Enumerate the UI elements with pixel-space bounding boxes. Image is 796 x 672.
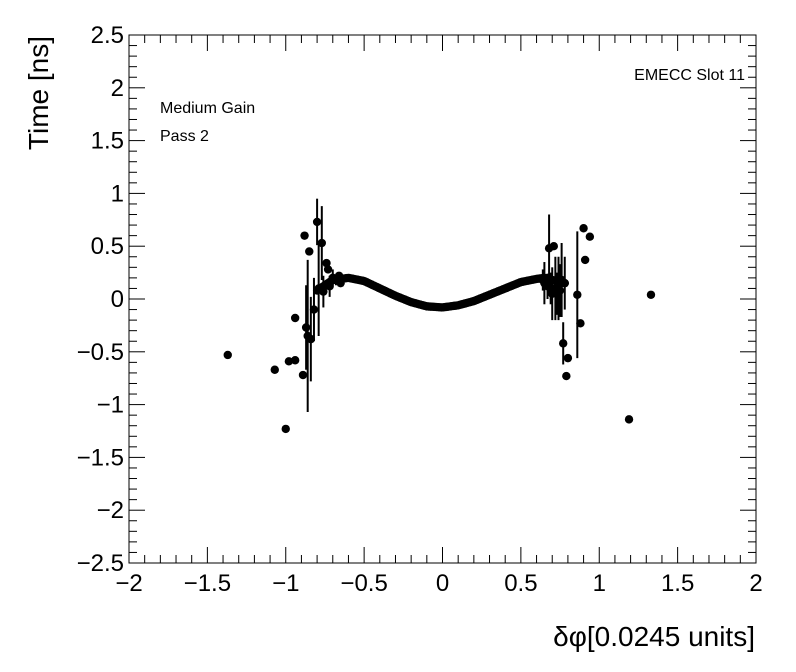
y-tick-label: 0.5 xyxy=(91,233,124,260)
x-tick-label: −2 xyxy=(115,570,142,597)
data-point xyxy=(576,319,585,328)
data-point xyxy=(298,370,308,380)
data-point xyxy=(223,350,232,360)
y-tick-label: −0.5 xyxy=(77,339,124,366)
data-point xyxy=(281,424,290,434)
x-tick-label: −0.5 xyxy=(340,570,387,597)
y-tick-label: −2 xyxy=(97,497,124,524)
data-point xyxy=(306,334,316,344)
x-tick-label: 2 xyxy=(749,570,762,597)
y-tick-label: −2.5 xyxy=(77,550,124,577)
data-point xyxy=(290,313,300,323)
data-point xyxy=(305,247,314,256)
data-point xyxy=(555,286,565,295)
data-point xyxy=(579,224,588,233)
data-point xyxy=(549,242,558,251)
y-tick-label: 1 xyxy=(111,180,124,207)
legend-slot-label: EMECC Slot 11 xyxy=(634,67,745,84)
data-point xyxy=(284,357,294,366)
data-point xyxy=(585,232,595,241)
axis-ticks xyxy=(128,34,757,564)
data-points xyxy=(223,198,656,434)
data-point xyxy=(558,339,568,348)
data-point xyxy=(322,258,331,268)
plot-frame xyxy=(128,34,757,564)
y-tick-label: 2 xyxy=(111,75,124,102)
data-point xyxy=(560,278,569,288)
data-point xyxy=(309,305,319,314)
tick-labels: −2 −1.5 −1 −0.5 0 0.5 1 1.5 2−2.5−2−1.5−1−0.500.… xyxy=(77,22,763,597)
data-point xyxy=(319,287,328,296)
data-point xyxy=(336,278,345,288)
data-point xyxy=(323,265,333,274)
y-tick-label: 0 xyxy=(111,286,124,313)
data-point xyxy=(301,323,311,332)
data-point xyxy=(580,255,590,265)
data-point xyxy=(290,356,300,365)
data-point xyxy=(562,371,571,381)
data-point xyxy=(317,238,327,248)
y-tick-label: 2.5 xyxy=(91,22,124,49)
y-tick-label: 1.5 xyxy=(91,128,124,155)
x-tick-label: −1 xyxy=(272,570,299,597)
data-point xyxy=(334,271,344,280)
x-axis-title: δφ[0.0245 units] xyxy=(553,621,755,652)
data-point xyxy=(563,353,573,363)
x-tick-label: 0 xyxy=(436,570,449,597)
y-axis-title: Time [ns] xyxy=(23,36,54,150)
data-point xyxy=(646,290,656,299)
data-point xyxy=(325,282,334,291)
x-tick-label: 1 xyxy=(593,570,606,597)
data-point xyxy=(573,290,582,299)
y-tick-label: −1 xyxy=(97,392,124,419)
gain-label: Medium Gain xyxy=(160,100,255,117)
x-tick-label: 0.5 xyxy=(504,570,537,597)
data-point xyxy=(312,217,322,227)
x-tick-label: 1.5 xyxy=(661,570,694,597)
x-tick-label: −1.5 xyxy=(184,570,231,597)
data-point xyxy=(270,365,279,374)
pass-label: Pass 2 xyxy=(160,128,209,145)
data-point xyxy=(624,415,634,424)
y-tick-label: −1.5 xyxy=(77,444,124,471)
data-point xyxy=(300,231,309,240)
